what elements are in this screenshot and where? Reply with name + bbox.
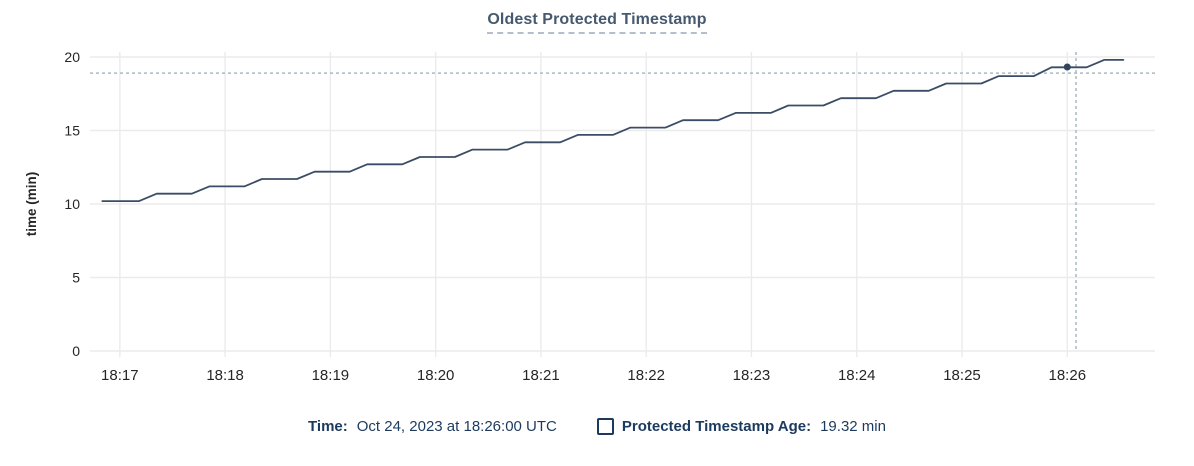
y-tick-label: 0 (72, 343, 80, 359)
y-tick-label: 10 (64, 196, 80, 212)
y-tick-label: 15 (64, 123, 80, 139)
y-tick-label: 5 (72, 270, 80, 286)
x-tick-label: 18:19 (312, 367, 350, 384)
x-tick-label: 18:26 (1049, 367, 1087, 384)
x-tick-label: 18:17 (101, 367, 139, 384)
y-axis-title: time (min) (24, 172, 39, 237)
chart-title: Oldest Protected Timestamp (487, 11, 707, 34)
hover-time-group: Time: Oct 24, 2023 at 18:26:00 UTC (308, 418, 557, 435)
chart-canvas[interactable]: 0 5 10 15 20 18:17 18:18 18:19 18:20 18:21 18:22 18… (0, 0, 1194, 400)
series-legend-item[interactable]: Protected Timestamp Age: 19.32 min (596, 418, 886, 435)
series-toggle-checkbox[interactable] (596, 418, 614, 435)
time-value: Oct 24, 2023 at 18:26:00 UTC (356, 418, 557, 435)
x-tick-label: 18:23 (733, 367, 771, 384)
x-tick-label: 18:22 (627, 367, 665, 384)
x-tick-label: 18:18 (206, 367, 244, 384)
hover-legend: Time: Oct 24, 2023 at 18:26:00 UTC Prote… (0, 418, 1194, 435)
x-tick-label: 18:20 (417, 367, 455, 384)
series-line (101, 59, 1125, 202)
y-tick-label: 20 (64, 49, 80, 65)
time-label: Time: (308, 418, 348, 435)
series-label: Protected Timestamp Age: (621, 418, 812, 435)
chart-title-row: Oldest Protected Timestamp (0, 11, 1194, 34)
x-tick-label: 18:25 (943, 367, 981, 384)
x-tick-label: 18:24 (838, 367, 876, 384)
series-value: 19.32 min (820, 418, 886, 435)
x-tick-label: 18:21 (522, 367, 560, 384)
hover-marker-dot (1063, 63, 1071, 71)
